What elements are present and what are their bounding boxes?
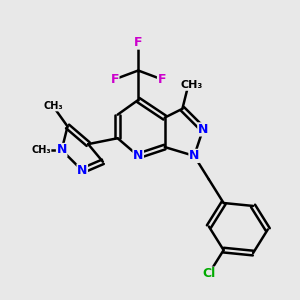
Text: F: F (134, 36, 142, 49)
Text: CH₃: CH₃ (31, 145, 51, 155)
Text: F: F (158, 73, 166, 86)
Text: CH₃: CH₃ (180, 80, 202, 90)
Text: N: N (198, 123, 208, 136)
Text: Cl: Cl (202, 267, 215, 280)
Text: N: N (133, 149, 143, 162)
Text: CH₃: CH₃ (43, 101, 63, 111)
Text: N: N (77, 164, 88, 177)
Text: N: N (56, 143, 67, 157)
Text: F: F (110, 73, 119, 86)
Text: N: N (189, 149, 200, 162)
